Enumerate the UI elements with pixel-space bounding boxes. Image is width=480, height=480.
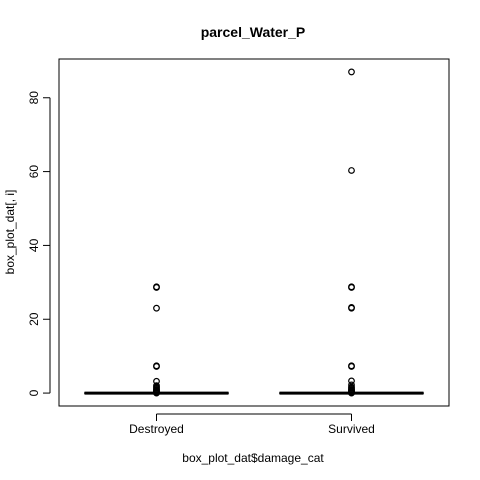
outlier-point (348, 381, 355, 389)
outlier-point (153, 283, 160, 291)
outlier-point (348, 377, 355, 385)
outlier-point (153, 377, 160, 385)
y-tick-label: 0 (27, 389, 41, 396)
x-axis-label: box_plot_dat$damage_cat (182, 451, 324, 465)
outlier-point (348, 283, 355, 291)
y-axis: 0 20 40 60 80 (27, 91, 51, 396)
y-tick-label: 40 (27, 238, 41, 252)
y-tick-label: 60 (27, 165, 41, 179)
outlier-point (153, 362, 160, 370)
box-destroyed (84, 283, 229, 397)
y-axis-label: box_plot_dat[, i] (3, 190, 17, 275)
outlier-point (348, 383, 355, 391)
plot-frame (58, 58, 450, 407)
outlier-point (348, 362, 355, 370)
chart-title: parcel_Water_P (201, 24, 306, 40)
outlier-point (348, 68, 355, 76)
outlier-point (348, 167, 355, 174)
x-tick-label: Survived (328, 422, 375, 436)
outlier-point (153, 382, 160, 390)
box-survived (279, 68, 424, 397)
y-tick-label: 20 (27, 312, 41, 326)
x-axis: Destroyed Survived (129, 413, 375, 436)
x-tick-label: Destroyed (129, 422, 184, 436)
boxes (84, 68, 424, 397)
y-tick-label: 80 (27, 91, 41, 105)
outlier-point (348, 304, 355, 311)
outlier-point (153, 304, 160, 312)
